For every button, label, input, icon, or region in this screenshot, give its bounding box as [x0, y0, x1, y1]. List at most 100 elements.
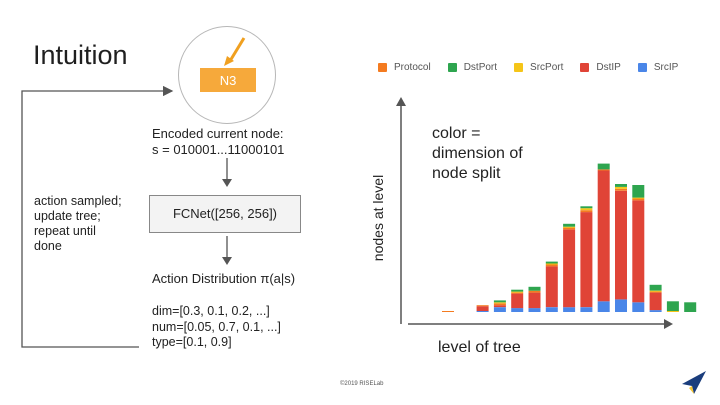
legend-item-srcport: SrcPort: [514, 62, 563, 73]
bar-segment-srcport-level-4: [493, 302, 506, 304]
bar-group: [442, 163, 697, 312]
encoded-line-2: s = 010001...11000101: [152, 142, 285, 157]
legend-item-dstport: DstPort: [447, 62, 498, 73]
bar-segment-srcport-level-7: [545, 263, 558, 265]
action-params: dim=[0.3, 0.1, 0.2, ...] num=[0.05, 0.7,…: [152, 304, 281, 351]
bar-segment-dstport-level-14: [666, 301, 679, 311]
bar-segment-dstport-level-13: [649, 284, 662, 291]
bar-segment-srcip-level-6: [528, 308, 541, 312]
bar-segment-protocol-level-13: [649, 291, 662, 293]
loop-description: action sampled; update tree; repeat unti…: [34, 194, 134, 254]
bar-segment-dstip-level-8: [563, 229, 576, 308]
bar-segment-protocol-level-3: [476, 305, 489, 307]
copyright-text: ©2019 RISELab: [340, 381, 384, 387]
bar-segment-dstip-level-11: [615, 190, 627, 300]
down-arrow-icon: [222, 158, 232, 187]
bar-segment-dstip-level-9: [580, 212, 593, 308]
bar-segment-srcip-level-5: [511, 308, 524, 312]
legend-item-protocol: Protocol: [378, 62, 431, 73]
bar-segment-protocol-level-12: [632, 198, 645, 201]
chart-legend: Protocol DstPort SrcPort DstIP SrcIP: [378, 62, 695, 73]
bar-segment-dstport-level-9: [580, 206, 593, 209]
x-axis-arrowhead: [664, 319, 673, 329]
bar-segment-srcport-level-14: [666, 311, 679, 312]
bar-segment-srcport-level-8: [563, 226, 576, 228]
color-note-line: dimension of: [432, 145, 523, 162]
bar-segment-srcip-level-10: [597, 301, 610, 312]
tree-node-n3: N3: [200, 68, 256, 92]
x-axis-label: level of tree: [438, 339, 521, 356]
color-note-line: node split: [432, 165, 501, 182]
legend-item-srcip: SrcIP: [637, 62, 679, 73]
param-dim: dim=[0.3, 0.1, 0.2, ...]: [152, 304, 270, 318]
legend-swatch: [514, 63, 524, 72]
side-line: done: [34, 239, 62, 253]
bar-segment-dstport-level-7: [545, 261, 558, 264]
legend-item-dstip: DstIP: [580, 62, 621, 73]
network-box: FCNet([256, 256]): [149, 195, 301, 233]
bar-segment-dstport-level-12: [632, 185, 645, 198]
bar-segment-srcport-level-11: [615, 186, 627, 189]
bar-segment-dstport-level-11: [615, 184, 627, 187]
bar-segment-srcip-level-12: [632, 302, 645, 312]
bar-segment-dstport-level-10: [597, 163, 610, 170]
bar-segment-dstport-level-8: [563, 223, 576, 227]
bar-segment-dstip-level-3: [476, 306, 489, 311]
bar-segment-protocol-level-9: [580, 210, 593, 213]
bar-segment-srcip-level-8: [563, 307, 576, 312]
bar-segment-srcport-level-13: [649, 290, 662, 292]
legend-label: Protocol: [394, 62, 431, 73]
bar-segment-srcport-level-5: [511, 291, 524, 293]
param-num: num=[0.05, 0.7, 0.1, ...]: [152, 319, 281, 334]
bar-segment-srcport-level-12: [632, 197, 645, 199]
bar-segment-protocol-level-5: [511, 292, 524, 294]
bar-segment-protocol-level-1: [442, 311, 454, 312]
down-arrow-icon: [222, 236, 232, 265]
legend-swatch: [637, 63, 647, 72]
bar-segment-dstip-level-12: [632, 200, 645, 303]
bar-segment-srcip-level-7: [545, 307, 558, 312]
bar-segment-dstport-level-15: [684, 302, 697, 312]
action-distribution-label: Action Distribution π(a|s): [152, 271, 296, 286]
legend-swatch: [378, 63, 387, 72]
bar-segment-protocol-level-4: [493, 303, 506, 306]
legend-label: SrcIP: [653, 62, 679, 73]
bar-segment-protocol-level-10: [597, 169, 610, 171]
bar-segment-dstport-level-5: [511, 289, 524, 292]
node-circle: [178, 26, 276, 124]
side-line: action sampled;: [34, 194, 122, 208]
legend-label: DstPort: [463, 62, 498, 73]
bar-segment-srcip-level-3: [476, 311, 489, 312]
riselab-logo: [682, 371, 706, 394]
bar-segment-srcip-level-4: [493, 307, 506, 312]
side-line: update tree;: [34, 209, 101, 223]
bar-segment-srcip-level-13: [649, 310, 662, 312]
encoded-node-text: Encoded current node: s = 010001...11000…: [152, 126, 284, 158]
legend-label: SrcPort: [530, 62, 564, 73]
bar-segment-srcport-level-9: [580, 208, 593, 211]
side-line: repeat until: [34, 224, 96, 238]
bar-segment-protocol-level-11: [615, 188, 627, 191]
pointer-arrow-icon: [224, 37, 246, 66]
bar-segment-dstip-level-5: [511, 293, 524, 309]
bar-segment-protocol-level-6: [528, 290, 541, 293]
y-axis-arrowhead: [396, 97, 406, 106]
y-axis-label: nodes at level: [370, 174, 386, 262]
param-type: type=[0.1, 0.9]: [152, 335, 232, 349]
bar-segment-dstip-level-4: [493, 305, 506, 308]
bar-segment-dstip-level-6: [528, 292, 541, 309]
bar-segment-dstport-level-4: [493, 300, 506, 303]
bar-segment-srcip-level-11: [615, 299, 627, 312]
legend-label: DstIP: [596, 62, 621, 73]
encoded-line-1: Encoded current node:: [152, 126, 284, 141]
legend-swatch: [580, 63, 590, 72]
bar-segment-dstport-level-6: [528, 286, 541, 291]
bar-segment-dstip-level-13: [649, 292, 662, 311]
color-note-line: color =: [432, 125, 481, 142]
bar-segment-dstip-level-7: [545, 266, 558, 308]
bar-segment-srcip-level-9: [580, 307, 593, 312]
color-note: color = dimension of node split: [432, 124, 523, 184]
slide-title: Intuition: [33, 40, 128, 70]
